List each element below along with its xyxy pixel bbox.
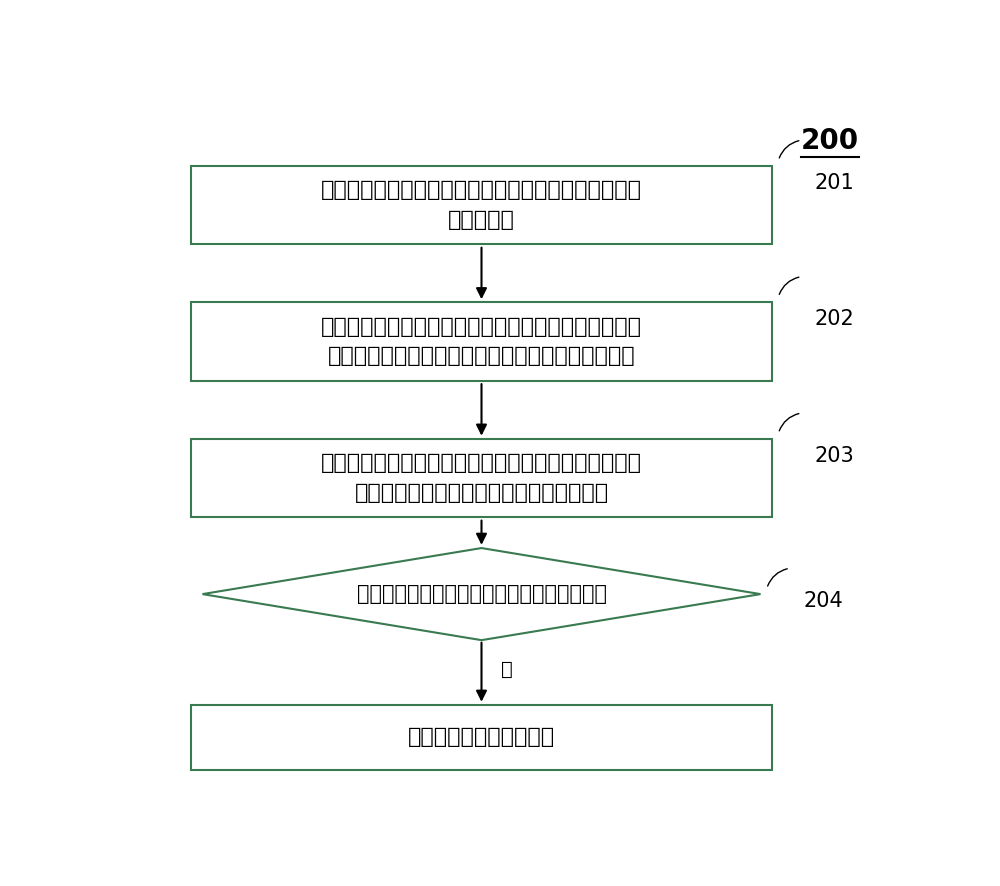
Text: 203: 203: [815, 446, 854, 466]
Text: 获取预存的至少两个数据中心中的每一个数据中心的历
史带宽信息: 获取预存的至少两个数据中心中的每一个数据中心的历 史带宽信息: [321, 181, 642, 230]
Text: 根据各个数据中心的历史带宽信息和预测带宽信息，确
定各个数据中心是否将会产生新的带宽峰值: 根据各个数据中心的历史带宽信息和预测带宽信息，确 定各个数据中心是否将会产生新的…: [321, 454, 642, 503]
Text: 根据上述历史带宽信息，预测各个数据中心在未来预定
时间段的带宽值，得到各个数据中心的预测带宽信息: 根据上述历史带宽信息，预测各个数据中心在未来预定 时间段的带宽值，得到各个数据中…: [321, 317, 642, 367]
Text: 202: 202: [815, 309, 854, 330]
FancyBboxPatch shape: [191, 705, 772, 770]
FancyBboxPatch shape: [191, 166, 772, 245]
Text: 是: 是: [501, 660, 513, 679]
FancyBboxPatch shape: [191, 302, 772, 381]
FancyBboxPatch shape: [191, 439, 772, 517]
Text: 200: 200: [801, 127, 859, 155]
Text: 调整各个数据中心的流量: 调整各个数据中心的流量: [408, 727, 555, 748]
Polygon shape: [203, 548, 761, 641]
Text: 204: 204: [803, 591, 843, 611]
Text: 存在将会产生新的带宽峰值的问题数据中心？: 存在将会产生新的带宽峰值的问题数据中心？: [356, 584, 606, 604]
Text: 201: 201: [815, 173, 854, 193]
